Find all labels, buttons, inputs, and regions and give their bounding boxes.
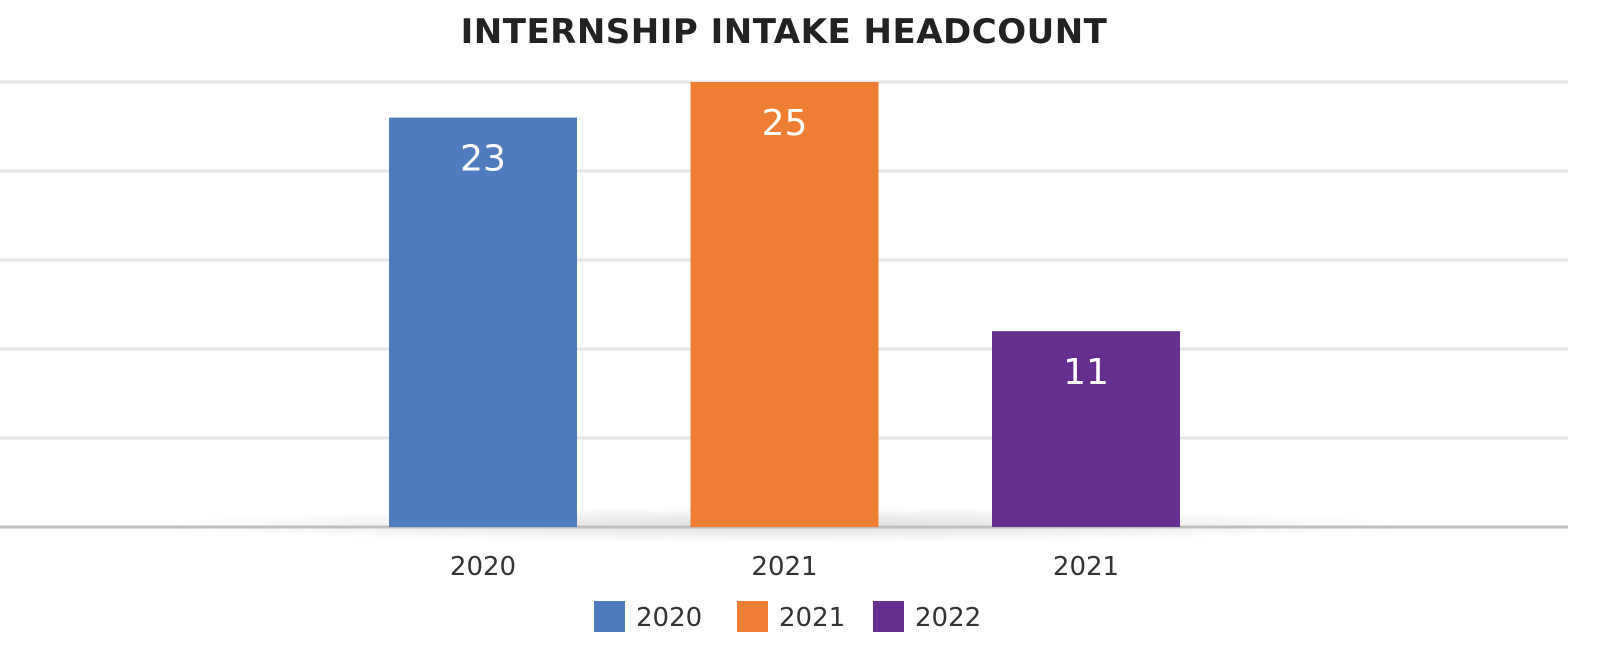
bar-0 — [389, 117, 577, 527]
legend-swatch-2 — [873, 601, 904, 632]
legend-label-1: 2021 — [779, 603, 845, 633]
bars: 23 25 11 — [389, 82, 1180, 527]
bar-value-label-2: 11 — [1063, 352, 1109, 393]
bar-value-label-1: 25 — [762, 103, 808, 144]
x-tick-labels: 2020 2021 2021 — [450, 552, 1119, 582]
legend-label-2: 2022 — [915, 603, 981, 633]
legend: 2020 2021 2022 — [594, 601, 981, 633]
x-tick-label-0: 2020 — [450, 552, 516, 582]
x-tick-label-2: 2021 — [1053, 552, 1119, 582]
bar-1 — [690, 82, 879, 527]
bar-2 — [992, 331, 1180, 527]
legend-label-0: 2020 — [636, 603, 702, 633]
legend-swatch-1 — [737, 601, 768, 632]
legend-swatch-0 — [594, 601, 625, 632]
bar-value-label-0: 23 — [460, 139, 506, 180]
chart-title: INTERNSHIP INTAKE HEADCOUNT — [461, 12, 1108, 52]
x-tick-label-1: 2021 — [751, 552, 817, 582]
